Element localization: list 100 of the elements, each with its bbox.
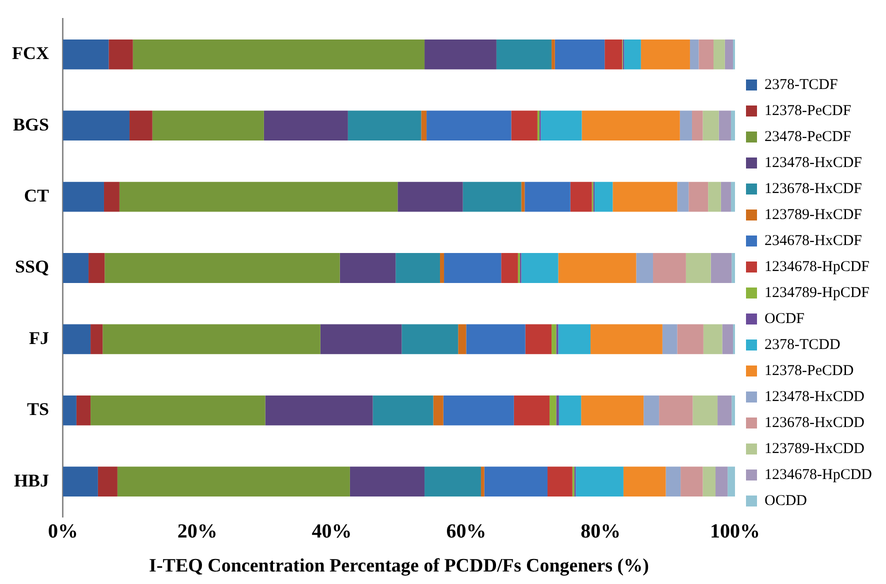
legend-label: 2378-TCDF	[764, 76, 838, 93]
bar	[119, 182, 398, 212]
bar	[104, 182, 120, 212]
bar	[484, 466, 548, 497]
bar	[659, 395, 693, 426]
bar	[62, 324, 91, 354]
bar	[372, 395, 434, 426]
bar	[433, 395, 444, 426]
y-tick-label: SSQ	[14, 256, 49, 277]
bar	[130, 110, 152, 141]
bar	[62, 39, 109, 70]
bar	[680, 110, 692, 141]
legend-label: 234678-HxCDF	[764, 232, 862, 249]
bar	[594, 182, 613, 212]
legend-label: 123789-HxCDD	[764, 440, 865, 457]
bar	[570, 182, 592, 212]
y-tick-label: CT	[24, 185, 49, 206]
legend-label: 123478-HxCDD	[764, 388, 865, 405]
y-tick-label: HBJ	[14, 470, 49, 490]
legend-label: 123478-HxCDF	[764, 154, 862, 171]
bar	[152, 110, 264, 141]
legend-label: 123678-HxCDF	[764, 180, 862, 197]
bar	[514, 395, 550, 426]
bar	[424, 466, 481, 497]
bar	[730, 110, 736, 141]
bar	[732, 253, 736, 283]
legend-label: OCDF	[764, 310, 805, 327]
bar	[117, 466, 350, 497]
bar	[624, 39, 641, 70]
bar	[640, 39, 690, 70]
bar	[730, 182, 736, 212]
x-axis-title: I-TEQ Concentration Percentage of PCDD/Fs Congeners (%)	[149, 556, 649, 577]
bar	[90, 395, 266, 426]
bar	[402, 324, 458, 354]
bar	[692, 395, 718, 426]
bar	[702, 110, 719, 141]
legend-label: 1234678-HpCDF	[764, 258, 870, 275]
bar	[662, 324, 678, 354]
x-tick-label: 80%	[580, 520, 621, 542]
bar	[398, 182, 463, 212]
bar	[525, 324, 552, 354]
bar	[62, 395, 76, 426]
bar	[718, 110, 731, 141]
bar	[732, 324, 736, 354]
bar	[558, 253, 636, 283]
bar	[680, 466, 703, 497]
bar	[692, 110, 703, 141]
bar	[590, 324, 662, 354]
bar	[102, 324, 320, 354]
bar	[88, 253, 105, 283]
bar	[348, 110, 422, 141]
x-tick-label: 100%	[710, 520, 760, 542]
bar	[653, 253, 686, 283]
bar	[688, 182, 708, 212]
bar	[698, 39, 714, 70]
bar	[677, 182, 689, 212]
bar	[548, 466, 572, 497]
bar	[728, 466, 736, 497]
bar	[521, 253, 558, 283]
bar	[604, 39, 622, 70]
bar	[524, 182, 570, 212]
x-tick-label: 40%	[312, 520, 352, 542]
bar	[466, 324, 526, 354]
bar	[666, 466, 681, 497]
bar	[265, 395, 373, 426]
bar	[576, 466, 624, 497]
bar	[732, 39, 736, 70]
bar	[724, 39, 733, 70]
legend-label: 123678-HxCDD	[764, 414, 865, 431]
legend-label: 2378-TCDD	[764, 336, 840, 353]
bar	[708, 182, 721, 212]
bar	[501, 253, 518, 283]
legend-label: 12378-PeCDD	[764, 362, 854, 379]
bar	[340, 253, 396, 283]
bar	[686, 253, 711, 283]
bar	[132, 39, 425, 70]
bar	[554, 39, 605, 70]
bar	[462, 182, 522, 212]
legend-label: 1234678-HpCDD	[764, 466, 872, 483]
bar	[552, 324, 556, 354]
bar	[350, 466, 425, 497]
bar	[690, 39, 699, 70]
bar	[521, 182, 525, 212]
bar	[558, 395, 582, 426]
bar	[644, 395, 660, 426]
legend-label: 23478-PeCDF	[764, 128, 852, 145]
x-tick-label: 20%	[177, 520, 218, 542]
y-tick-label: BGS	[12, 114, 49, 134]
x-tick-label: 0%	[48, 520, 78, 542]
bar	[90, 324, 103, 354]
bar	[424, 39, 496, 70]
bar	[511, 110, 538, 141]
bar	[320, 324, 402, 354]
bar	[62, 110, 130, 141]
bar	[62, 182, 104, 212]
bar	[732, 395, 736, 426]
bar	[480, 466, 484, 497]
bar	[426, 110, 512, 141]
bar	[62, 253, 89, 283]
x-tick-label: 60%	[446, 520, 486, 542]
